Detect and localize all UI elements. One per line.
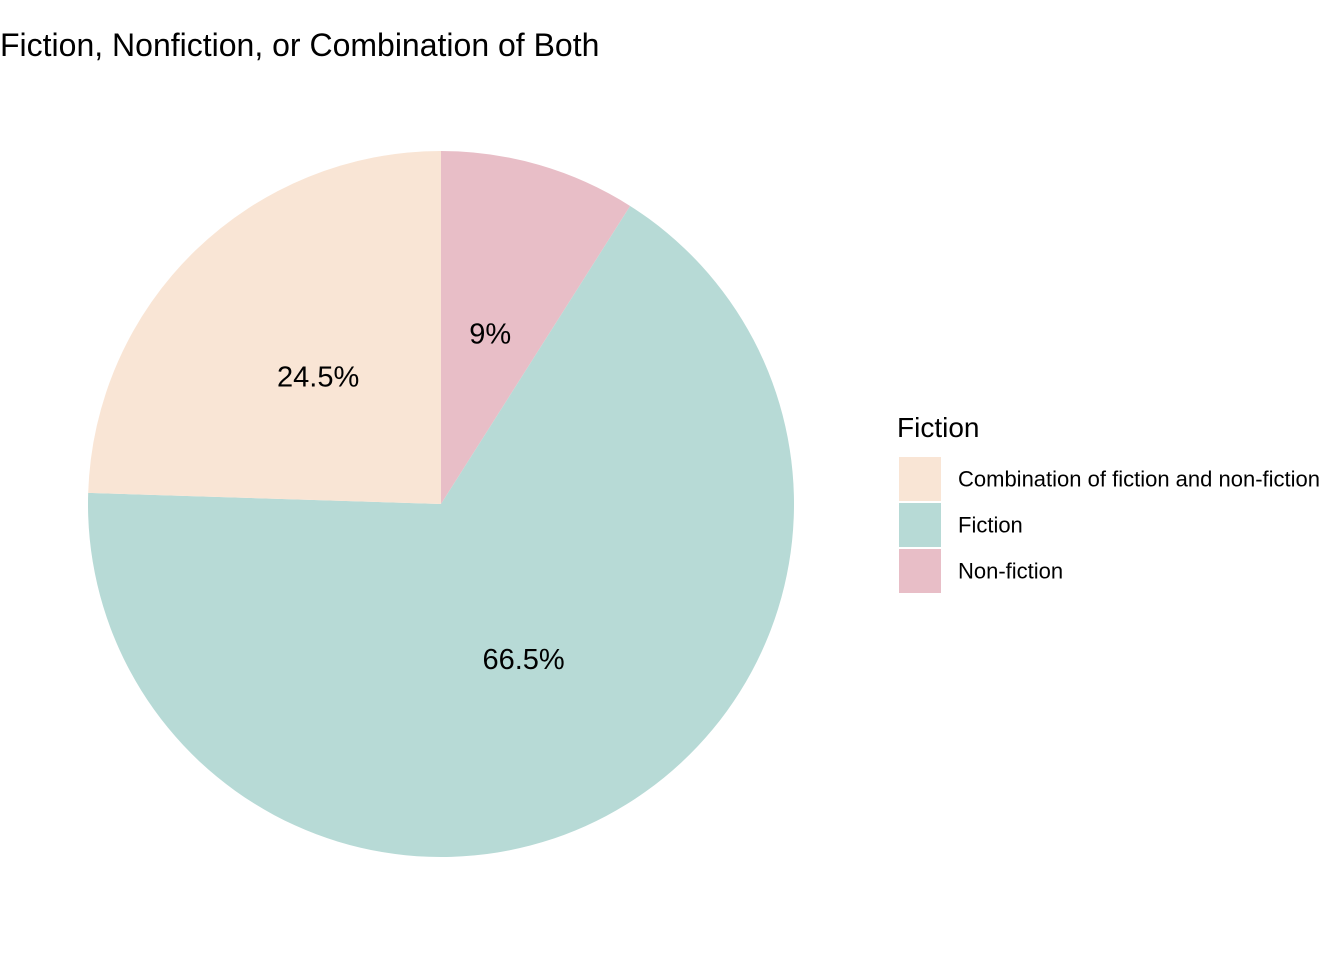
slice-label-fiction: 66.5% xyxy=(482,644,564,676)
slice-label-non-fiction: 9% xyxy=(469,319,511,351)
chart-title: Fiction, Nonfiction, or Combination of B… xyxy=(0,27,599,63)
legend-label-fiction: Fiction xyxy=(958,513,1023,538)
legend-key-combination-of-fiction-and-non-fiction xyxy=(899,457,941,501)
pie-slice-fiction xyxy=(87,205,794,858)
pie-slice-non-fiction xyxy=(441,151,631,504)
legend-key-fiction xyxy=(899,503,941,547)
legend-label-combination-of-fiction-and-non-fiction: Combination of fiction and non-fiction xyxy=(958,467,1320,492)
legend-label-non-fiction: Non-fiction xyxy=(958,559,1063,584)
pie-slice-labels: 9% 66.5% 24.5% xyxy=(277,319,565,676)
legend-key-non-fiction xyxy=(899,549,941,593)
slice-label-combination-of-fiction-and-non-fiction: 24.5% xyxy=(277,361,359,393)
pie-slice-combination-of-fiction-and-non-fiction xyxy=(88,151,441,504)
legend: Fiction Combination of fiction and non-f… xyxy=(897,412,1320,593)
pie-slices xyxy=(87,151,794,858)
legend-items: Combination of fiction and non-fiction Fi… xyxy=(899,457,1320,593)
legend-title: Fiction xyxy=(897,412,979,443)
